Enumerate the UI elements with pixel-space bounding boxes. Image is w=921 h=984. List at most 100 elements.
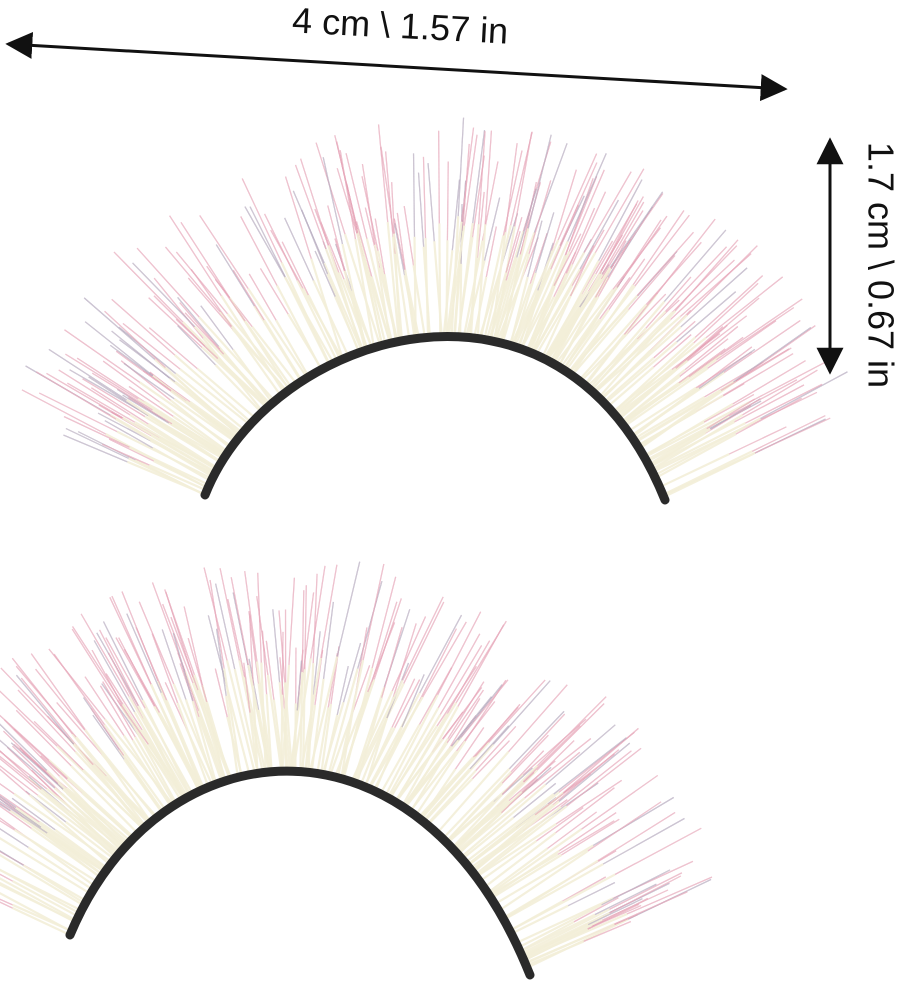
lash-hair: [484, 197, 501, 261]
lash-hair: [457, 117, 464, 217]
lash-hair: [516, 268, 552, 349]
lash-hair: [473, 707, 519, 758]
lash-hair: [160, 692, 205, 790]
lash-hair: [472, 740, 510, 779]
lash-hair: [0, 690, 58, 747]
lash-hair: [472, 130, 485, 224]
lash-hair: [653, 320, 696, 359]
lash-hair: [478, 839, 538, 883]
lash-hair: [198, 316, 276, 402]
lash-hair: [451, 793, 504, 849]
lash-hair: [510, 713, 565, 772]
lash-hair: [599, 200, 639, 275]
lash-hair: [296, 660, 302, 711]
lash-hair: [115, 418, 214, 478]
lash-hair: [441, 767, 511, 840]
lash-hair: [0, 794, 40, 823]
lash-hair: [426, 777, 474, 826]
lash-hair: [647, 427, 708, 466]
lash-hair: [225, 686, 251, 776]
lash-hair: [22, 864, 86, 905]
lash-hair: [278, 682, 290, 772]
lash-hair: [393, 218, 406, 273]
lash-hair: [475, 726, 517, 771]
lash-hair: [176, 702, 210, 788]
lash-hair: [307, 294, 342, 361]
lash-hair: [550, 204, 579, 270]
lash-hair: [82, 768, 145, 830]
lash-hair: [105, 673, 143, 730]
lash-hair: [0, 795, 17, 808]
lash-hair: [323, 262, 364, 352]
lash-hair: [0, 898, 13, 906]
lash-hair: [437, 611, 482, 695]
lash-hair: [503, 859, 599, 921]
lash-hair: [476, 191, 485, 258]
lash-hair: [327, 668, 359, 776]
lash-hair: [567, 294, 639, 374]
lash-hair: [535, 212, 555, 273]
lash-hair: [336, 666, 349, 716]
lash-hair: [529, 233, 548, 284]
lash-hair: [188, 277, 233, 330]
lash-hair: [621, 381, 680, 426]
lash-hair: [48, 759, 135, 839]
lash-hair: [196, 367, 257, 420]
lash-hair: [310, 565, 326, 659]
lash-hair: [281, 631, 284, 695]
lash-hair: [0, 820, 15, 831]
lash-hair: [723, 320, 801, 373]
lash-hair: [706, 398, 755, 429]
lash-hair: [215, 583, 236, 670]
lash-hair: [671, 333, 721, 370]
lash-hair: [426, 769, 477, 826]
lash-hair: [483, 225, 512, 340]
lash-hair: [417, 756, 475, 819]
lash-hair: [0, 756, 42, 790]
lash-hair: [473, 276, 488, 339]
lash-hair: [567, 285, 636, 374]
lash-hair: [0, 765, 38, 796]
lash-hair: [312, 573, 318, 664]
lash-hair: [176, 251, 228, 315]
lash-hair: [392, 623, 417, 698]
lash-hair: [734, 384, 805, 423]
lash-hair: [158, 401, 229, 453]
lash-hair: [499, 228, 530, 344]
lash-hair: [516, 188, 537, 258]
lash-hair: [493, 680, 551, 745]
lash-hair: [679, 338, 729, 377]
lash-hair: [508, 684, 568, 752]
lash-hair: [616, 219, 662, 288]
lash-hair: [0, 783, 15, 795]
lash-hair: [527, 220, 543, 277]
lash-hair: [535, 252, 597, 356]
lash-hair: [122, 416, 217, 474]
lash-hair: [76, 357, 145, 402]
lash-hair: [624, 292, 658, 335]
lash-hair: [165, 699, 206, 790]
lash-hair: [33, 721, 84, 771]
lash-hair: [403, 601, 445, 684]
lash-hair: [438, 130, 440, 224]
lash-hair: [643, 401, 750, 459]
lash-hair: [128, 397, 173, 425]
lash-hair: [216, 628, 227, 696]
lash-hair: [0, 714, 50, 761]
lash-hair: [0, 802, 16, 815]
lash-hair: [490, 853, 563, 900]
lash-hair: [36, 794, 118, 858]
lash-hair: [562, 876, 606, 902]
lash-hair: [84, 321, 154, 377]
lash-hair: [503, 863, 604, 921]
lash-hair: [266, 674, 283, 772]
lash-hair: [381, 627, 403, 698]
lash-hair: [521, 923, 589, 958]
lash-hair: [694, 297, 760, 353]
lash-hair: [370, 276, 392, 344]
lash-hair: [126, 613, 162, 693]
lash-hair: [103, 621, 143, 701]
lash-hair: [396, 212, 406, 270]
lash-hair: [152, 446, 212, 483]
